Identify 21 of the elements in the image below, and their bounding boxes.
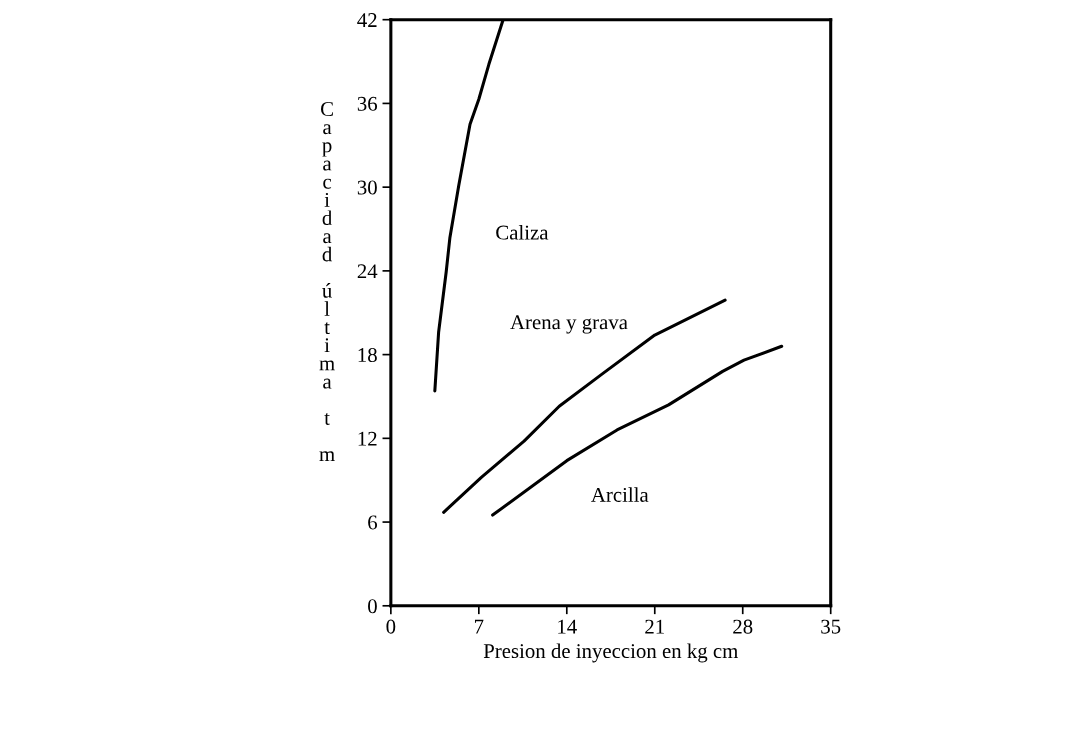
- y-tick-label: 30: [357, 180, 377, 195]
- text: Capacidad última t m: [319, 102, 335, 462]
- x-tick-label: 0: [386, 619, 396, 634]
- text: Caliza: [496, 224, 549, 240]
- y-tick-label: 42: [357, 13, 377, 27]
- y-tick-label: 6: [368, 515, 378, 530]
- y-tick-label: 24: [357, 264, 378, 279]
- y-tick-label: 12: [358, 431, 377, 446]
- x-tick-label: 21: [645, 619, 664, 634]
- series-label: Arcilla: [591, 487, 649, 502]
- y-tick-label: 0: [368, 599, 377, 614]
- x-tick-label: 35: [821, 619, 841, 634]
- x-tick-label: 7: [474, 619, 484, 634]
- line-series: [491, 344, 784, 517]
- y-tick-label: 36: [357, 96, 378, 111]
- x-axis-title: Presion de inyeccion en kg cm: [483, 643, 739, 663]
- x-tick-label: 28: [733, 619, 753, 634]
- line-series: [442, 298, 727, 514]
- series-label: Arena y grava: [510, 315, 628, 334]
- x-tick-label: 14: [558, 619, 577, 634]
- y-tick-label: 18: [358, 347, 377, 363]
